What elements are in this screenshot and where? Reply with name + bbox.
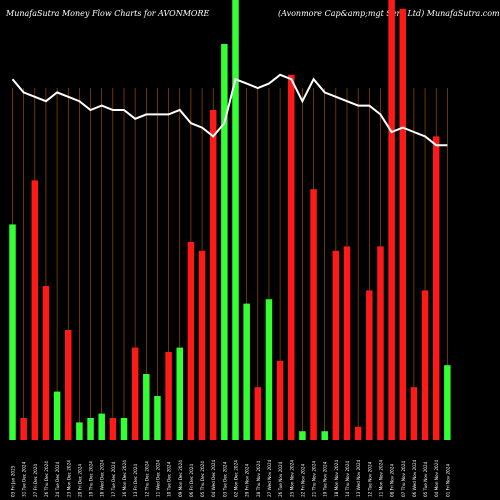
bar — [399, 8, 406, 441]
bar — [154, 396, 161, 440]
x-tick-label: 04 Wed Dec 2024 — [211, 459, 216, 497]
x-tick-label: 22 Fri Nov 2024 — [300, 464, 305, 497]
x-tick-label: 31 Tue Dec 2024 — [22, 461, 27, 497]
x-tick-label: 11 Wed Dec 2024 — [155, 459, 160, 497]
bar — [299, 431, 306, 440]
bar — [254, 387, 262, 440]
bar — [31, 180, 39, 440]
x-tick-label: 20 Fri Dec 2024 — [77, 464, 82, 497]
x-tick-label: 10 Tue Dec 2024 — [167, 461, 172, 497]
x-tick-label: 11 Mon Nov 2024 — [378, 460, 383, 497]
bar — [109, 418, 117, 440]
bar — [9, 224, 16, 440]
x-tick-label: 12 Tue Nov 2024 — [367, 461, 372, 497]
x-tick-label: 14 Thu Nov 2024 — [345, 461, 350, 497]
x-tick-label: 03 Fri Jan 2025 — [11, 465, 16, 497]
bar — [421, 290, 429, 440]
x-tick-label: 25 Mon Nov 2024 — [289, 460, 294, 497]
chart-title-left: MunafaSutra Money Flow Charts for AVONMO… — [6, 9, 210, 18]
bar — [120, 418, 128, 440]
x-tick-label: 19 Tue Nov 2024 — [323, 461, 328, 497]
x-tick-label: 21 Thu Nov 2024 — [312, 461, 317, 497]
bar — [176, 347, 183, 440]
bar — [53, 391, 61, 440]
bar — [143, 374, 150, 440]
x-tick-label: 09 Mon Dec 2024 — [178, 460, 183, 497]
bar — [265, 299, 273, 440]
x-tick-label: 17 Tue Dec 2024 — [111, 461, 116, 497]
bar — [76, 422, 83, 440]
x-tick-label: 01 Fri Nov 2024 — [445, 464, 450, 497]
x-tick-label: 26 Tue Nov 2024 — [278, 461, 283, 497]
x-tick-label: 05 Tue Nov 2024 — [423, 461, 428, 497]
bar — [243, 303, 250, 440]
x-tick-label: 29 Fri Nov 2024 — [245, 464, 250, 497]
x-tick-label: 19 Thu Dec 2024 — [89, 461, 94, 497]
x-tick-label: 04 Mon Nov 2024 — [434, 460, 439, 497]
bar — [276, 360, 284, 440]
bar — [444, 365, 451, 440]
x-tick-label: 24 Tue Dec 2024 — [55, 461, 60, 497]
bar — [321, 431, 328, 440]
bar — [310, 189, 317, 440]
money-flow-line — [11, 73, 448, 147]
bar — [65, 330, 72, 440]
x-tick-label: 28 Thu Nov 2024 — [256, 461, 261, 497]
x-tick-label: 18 Mon Nov 2024 — [334, 460, 339, 497]
bar — [198, 250, 206, 440]
bar — [288, 74, 295, 441]
x-tick-label: 13 Fri Dec 2024 — [133, 464, 138, 497]
bar — [232, 0, 239, 440]
bar — [377, 246, 384, 440]
x-tick-label: 05 Thu Dec 2024 — [200, 461, 205, 497]
bar — [366, 290, 373, 440]
bar — [221, 44, 228, 440]
x-tick-label: 18 Wed Dec 2024 — [100, 459, 105, 497]
x-tick-label: 16 Mon Dec 2024 — [122, 460, 127, 497]
x-tick-label: 27 Fri Dec 2024 — [33, 464, 38, 497]
bar — [20, 418, 27, 440]
bar — [332, 250, 340, 440]
bar — [343, 246, 351, 440]
bar — [98, 413, 105, 440]
x-tick-label: 03 Tue Dec 2024 — [222, 461, 227, 497]
bar — [432, 136, 440, 440]
bar — [209, 110, 217, 440]
bar — [187, 242, 195, 440]
x-tick-label: 02 Mon Dec 2024 — [234, 460, 239, 497]
x-tick-label: 26 Thu Dec 2024 — [44, 461, 49, 497]
x-tick-label: 23 Mon Dec 2024 — [66, 460, 71, 497]
bar — [131, 347, 139, 440]
x-tick-label: 08 Fri Nov 2024 — [390, 464, 395, 497]
bar — [165, 352, 172, 440]
x-tick-label: 13 Wed Nov 2024 — [356, 459, 361, 497]
x-tick-label: 07 Thu Nov 2024 — [401, 461, 406, 497]
bar — [42, 286, 50, 440]
x-tick-label: 12 Thu Dec 2024 — [144, 461, 149, 497]
bar — [87, 418, 94, 440]
x-tick-label: 27 Wed Nov 2024 — [267, 459, 272, 497]
x-tick-label: 06 Fri Dec 2024 — [189, 464, 194, 497]
x-tick-label: 06 Wed Nov 2024 — [412, 459, 417, 497]
bar — [354, 426, 362, 440]
bar — [410, 387, 418, 440]
bar — [388, 0, 395, 440]
